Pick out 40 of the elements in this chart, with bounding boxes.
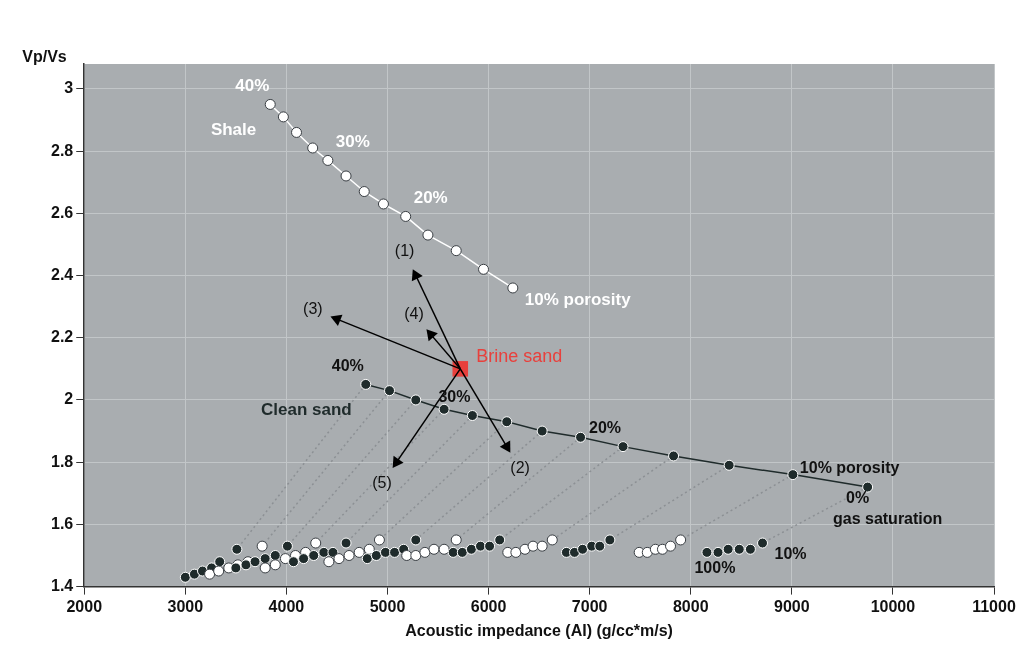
x-tick-label: 6000: [470, 597, 507, 615]
y-tick-label: 1.8: [50, 452, 74, 470]
x-tick-label: 11000: [972, 597, 1016, 615]
annotation: 10%: [774, 545, 807, 563]
y-tick-label: 2: [64, 390, 74, 408]
y-tick-label: 2.2: [50, 328, 74, 346]
annotation: (1): [394, 242, 415, 260]
y-tick-label: 3: [64, 79, 74, 97]
annotation: 30%: [335, 131, 370, 151]
annotation: (5): [372, 474, 392, 492]
x-tick-label: 7000: [571, 597, 608, 615]
x-tick-label: 4000: [268, 597, 305, 615]
x-tick-label: 5000: [369, 597, 406, 615]
y-tick-label: 1.6: [50, 514, 74, 532]
annotation: (4): [404, 305, 424, 323]
annotation: (2): [510, 459, 530, 477]
x-tick-label: 9000: [774, 597, 810, 615]
annotation: 10% porosity: [799, 459, 900, 477]
series-label: Clean sand: [261, 400, 352, 420]
x-tick-label: 2000: [66, 597, 103, 615]
annotation: 0%: [846, 489, 870, 507]
series-label: Brine sand: [476, 345, 563, 366]
annotation: (3): [303, 299, 323, 317]
annotation: 10% porosity: [524, 289, 632, 309]
y-axis-title: Vp/Vs: [22, 48, 67, 66]
annotation: 20%: [413, 187, 448, 207]
y-tick-label: 2.8: [50, 141, 74, 159]
series-label: Shale: [210, 120, 257, 140]
x-tick-label: 10000: [870, 597, 916, 615]
y-tick-label: 1.4: [50, 577, 74, 595]
x-axis-title: Acoustic impedance (AI) (g/cc*m/s): [405, 621, 673, 639]
x-tick-label: 3000: [167, 597, 204, 615]
annotation: gas saturation: [832, 510, 943, 528]
y-tick-label: 2.6: [50, 203, 74, 221]
annotation: 100%: [694, 558, 736, 576]
y-tick-label: 2.4: [50, 265, 74, 283]
annotation: 20%: [589, 419, 622, 437]
annotation: 40%: [235, 75, 270, 95]
x-tick-label: 8000: [672, 597, 709, 615]
annotation: 40%: [331, 356, 364, 374]
